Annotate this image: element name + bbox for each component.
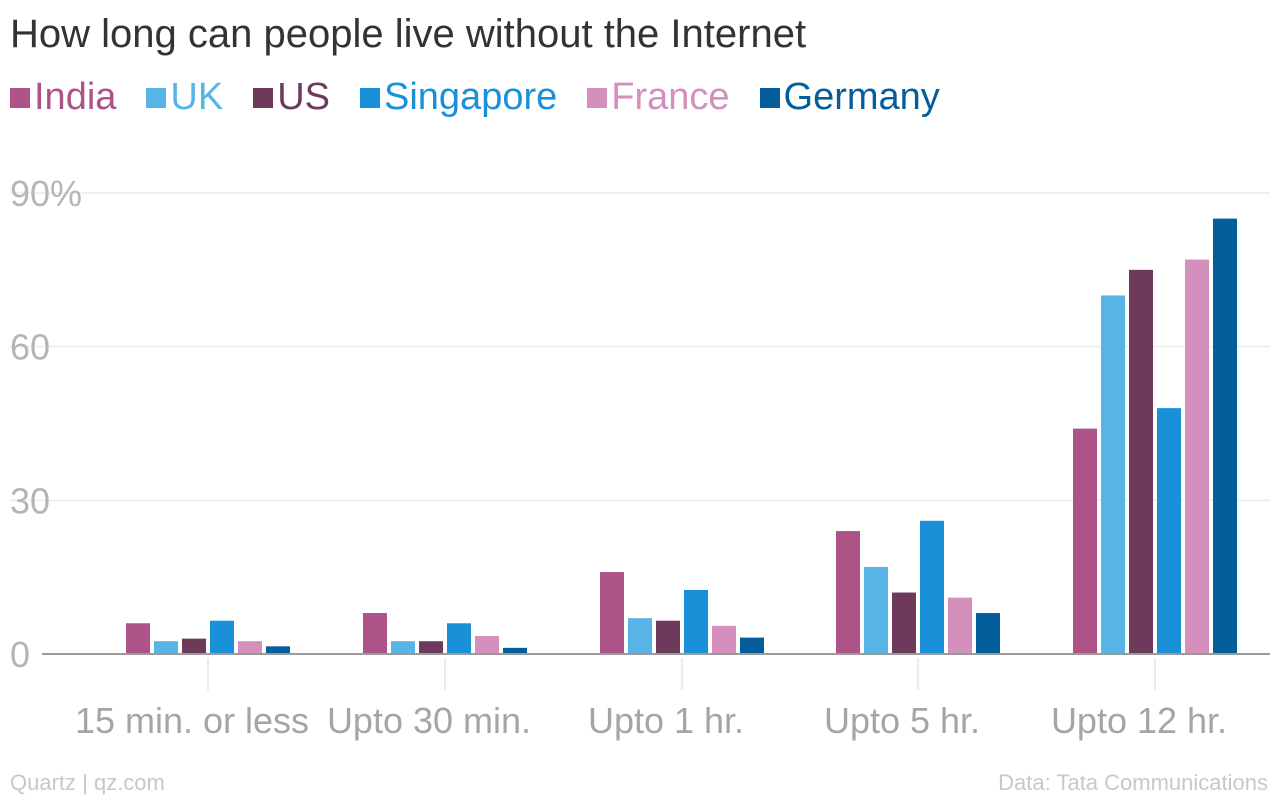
bar [892,592,916,654]
bar [503,647,527,654]
bar [1213,218,1237,654]
x-tick-label: Upto 5 hr. [824,700,980,741]
bar [836,531,860,654]
bar [1101,295,1125,654]
legend-swatch [10,87,30,108]
legend-item: UK [146,76,223,119]
bar [238,641,262,654]
legend-swatch [759,87,780,108]
chart-legend: India UK US Singapore France Germany [10,76,970,119]
legend-item: India [10,76,116,119]
bar [419,641,443,654]
bar [1129,269,1153,654]
x-tick-label: Upto 12 hr. [1051,700,1227,741]
bar [182,638,206,654]
legend-label: France [611,76,730,118]
legend-swatch [360,87,380,108]
legend-label: India [34,76,117,118]
x-tick-label: Upto 1 hr. [588,700,744,741]
legend-item: US [253,76,330,119]
bar [1073,428,1097,654]
legend-swatch [587,87,608,108]
bar [447,623,471,654]
footer-credit: Quartz | qz.com [10,770,165,795]
chart-title: How long can people live without the Int… [10,12,807,56]
bar [126,623,150,654]
legend-item: France [587,76,730,119]
y-tick-label: 0 [10,634,30,675]
legend-label: UK [170,76,224,118]
legend-swatch [253,87,274,108]
bar [1157,408,1181,654]
bar [684,589,708,654]
footer-source: Data: Tata Communications [998,770,1268,795]
bar [976,613,1000,654]
bar [712,625,736,654]
bar [391,641,415,654]
bar [656,620,680,654]
bar [475,636,499,654]
bar [628,618,652,654]
legend-label: Germany [783,76,940,118]
bar [210,620,234,654]
y-tick-label: 30 [10,480,50,521]
bar [920,520,944,654]
legend-swatch [146,87,167,108]
bar [363,613,387,654]
x-tick-label: Upto 30 min. [327,700,531,741]
y-tick-label: 90% [10,173,82,214]
legend-item: Singapore [360,76,557,119]
bar [1185,259,1209,654]
legend-label: US [277,76,330,118]
bar [948,597,972,654]
legend-item: Germany [759,76,940,119]
x-tick-label: 15 min. or less [75,700,309,741]
bar [864,566,888,654]
bar [740,637,764,654]
y-tick-label: 60 [10,327,50,368]
bar [266,646,290,654]
legend-label: Singapore [384,76,558,118]
bar [600,572,624,654]
bar [154,641,178,654]
